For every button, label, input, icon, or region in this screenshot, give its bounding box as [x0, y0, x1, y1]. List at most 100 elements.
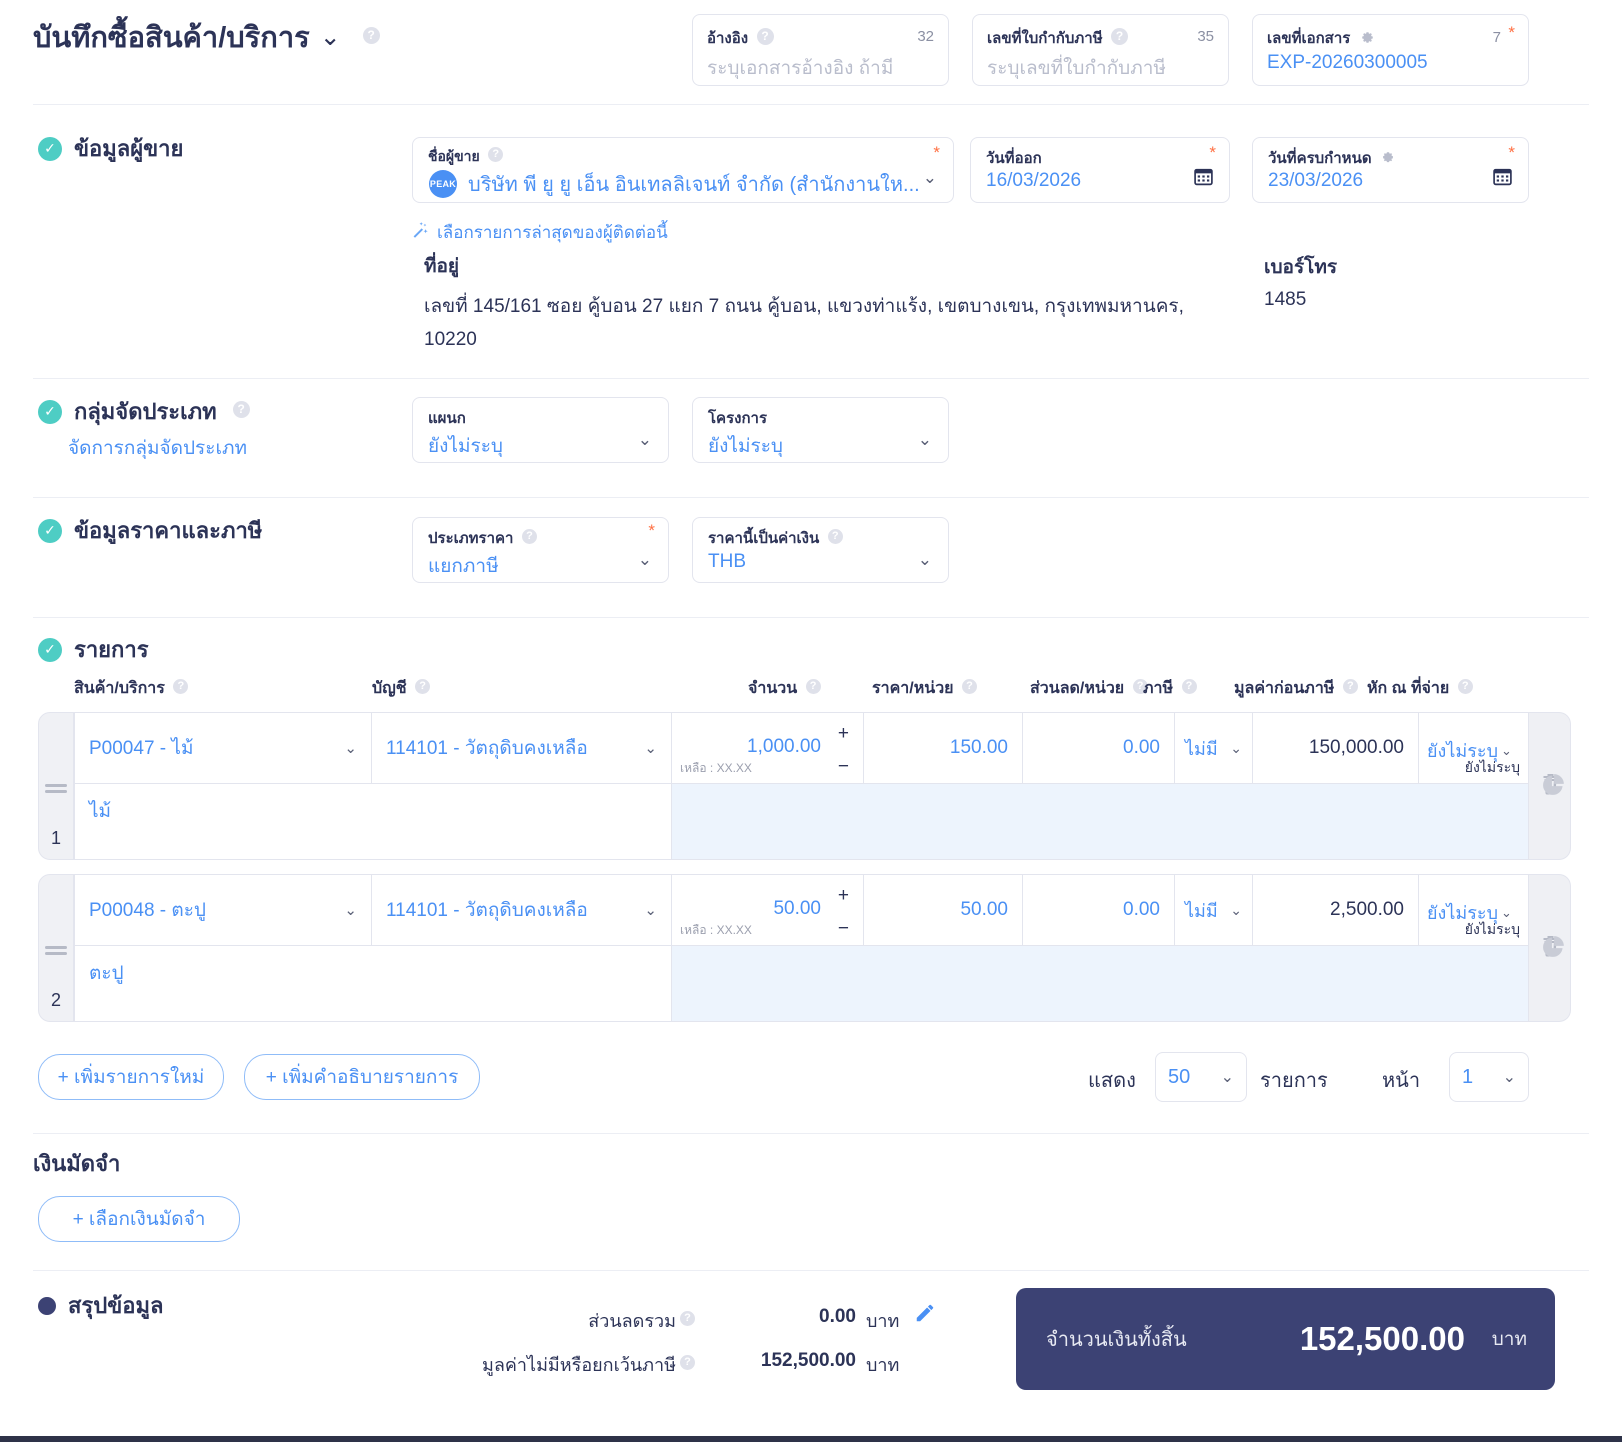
help-icon[interactable]: ? — [827, 529, 843, 545]
select-deposit-button[interactable]: + เลือกเงินมัดจำ — [38, 1196, 240, 1242]
help-icon[interactable]: ? — [362, 26, 380, 44]
grip-icon[interactable] — [45, 781, 67, 796]
chevron-down-icon[interactable]: ⌄ — [917, 430, 932, 449]
row-quantity-cell[interactable]: 50.00 + − เหลือ : XX.XX — [672, 874, 864, 946]
gear-icon[interactable] — [1381, 150, 1396, 165]
help-icon[interactable]: ? — [805, 679, 821, 695]
row-quantity-remaining: เหลือ : XX.XX — [680, 923, 752, 937]
row-quantity-value[interactable]: 50.00 — [773, 898, 821, 919]
row-description-cell[interactable]: ไม้ — [74, 784, 672, 860]
chevron-down-icon[interactable]: ⌄ — [1501, 904, 1512, 920]
pagination-items-label: รายการ — [1260, 1070, 1328, 1092]
chevron-down-icon[interactable]: ⌄ — [637, 430, 652, 449]
help-icon[interactable]: ? — [173, 679, 189, 695]
chevron-down-icon[interactable]: ⌄ — [1501, 742, 1512, 758]
issue-date-field[interactable]: วันที่ออก * 16/03/2026 — [970, 137, 1230, 203]
quantity-decrement-button[interactable]: − — [837, 756, 849, 777]
quantity-decrement-button[interactable]: − — [837, 918, 849, 939]
chevron-down-icon[interactable]: ⌄ — [637, 550, 652, 569]
row-quantity-value[interactable]: 1,000.00 — [747, 736, 821, 757]
row-product-select[interactable]: P00047 - ไม้ ⌄ — [74, 712, 372, 784]
help-icon[interactable]: ? — [680, 1355, 695, 1370]
row-quantity-cell[interactable]: 1,000.00 + − เหลือ : XX.XX — [672, 712, 864, 784]
gear-icon[interactable] — [1360, 30, 1375, 45]
add-item-button[interactable]: + เพิ่มรายการใหม่ — [38, 1054, 224, 1100]
due-date-value[interactable]: 23/03/2026 — [1268, 170, 1364, 191]
chevron-down-icon[interactable]: ⌄ — [1220, 1069, 1234, 1086]
grand-total-value: 152,500.00 — [1299, 1320, 1465, 1357]
manage-category-link[interactable]: จัดการกลุ่มจัดประเภท — [68, 438, 248, 459]
chevron-down-icon[interactable]: ⌄ — [917, 550, 932, 569]
row-withholding-select[interactable]: ยังไม่ระบุ ⌄ ยังไม่ระบุ — [1419, 874, 1529, 946]
reference-field[interactable]: อ้างอิง ? 32 ระบุเอกสารอ้างอิง ถ้ามี — [692, 14, 949, 86]
quantity-increment-button[interactable]: + — [837, 723, 849, 744]
row-tax-select[interactable]: ไม่มี ⌄ — [1175, 874, 1253, 946]
chevron-down-icon[interactable]: ⌄ — [344, 740, 357, 757]
help-icon[interactable]: ? — [962, 679, 978, 695]
help-icon[interactable]: ? — [1132, 679, 1148, 695]
row-unit-price-cell[interactable]: 50.00 — [864, 874, 1023, 946]
help-icon[interactable]: ? — [1181, 679, 1197, 695]
department-select[interactable]: แผนก ยังไม่ระบุ ⌄ — [412, 397, 669, 463]
help-icon[interactable]: ? — [521, 529, 537, 545]
document-no-field[interactable]: เลขที่เอกสาร 7 * EXP-20260300005 — [1252, 14, 1529, 86]
divider — [33, 104, 1589, 105]
phone-value: 1485 — [1264, 289, 1307, 310]
row-drag-handle[interactable]: 2 — [38, 874, 74, 1022]
chevron-down-icon[interactable]: ⌄ — [1502, 1069, 1516, 1086]
chevron-down-icon[interactable]: ⌄ — [319, 23, 341, 51]
chevron-down-icon[interactable]: ⌄ — [644, 902, 657, 919]
help-icon[interactable]: ? — [415, 679, 431, 695]
price-type-select[interactable]: ประเภทราคา ? * แยกภาษี ⌄ — [412, 517, 669, 583]
quantity-increment-button[interactable]: + — [837, 885, 849, 906]
reference-input[interactable]: ระบุเอกสารอ้างอิง ถ้ามี — [707, 58, 894, 79]
chevron-down-icon[interactable]: ⌄ — [1230, 739, 1242, 756]
tax-invoice-no-input[interactable]: ระบุเลขที่ใบกำกับภาษี — [987, 58, 1166, 79]
department-value: ยังไม่ระบุ — [428, 436, 503, 457]
row-drag-handle[interactable]: 1 — [38, 712, 74, 860]
help-icon[interactable]: ? — [680, 1311, 695, 1326]
page-size-select[interactable]: 50 ⌄ — [1155, 1052, 1247, 1102]
row-withholding-select[interactable]: ยังไม่ระบุ ⌄ ยังไม่ระบุ — [1419, 712, 1529, 784]
seller-name-select[interactable]: ชื่อผู้ขาย ? * PEAK บริษัท พี ยู ยู เอ็น… — [412, 137, 954, 203]
chevron-down-icon[interactable]: ⌄ — [344, 902, 357, 919]
chevron-down-icon[interactable]: ⌄ — [922, 168, 937, 187]
help-icon[interactable]: ? — [488, 147, 504, 163]
issue-date-label: วันที่ออก — [986, 150, 1042, 167]
pie-chart-icon[interactable] — [1540, 772, 1566, 803]
required-asterisk: * — [1508, 143, 1515, 162]
add-description-button[interactable]: + เพิ่มคำอธิบายรายการ — [244, 1054, 480, 1100]
document-no-value[interactable]: EXP-20260300005 — [1267, 52, 1428, 73]
pie-chart-icon[interactable] — [1540, 934, 1566, 965]
chevron-down-icon[interactable]: ⌄ — [1230, 901, 1242, 918]
grip-icon[interactable] — [45, 943, 67, 958]
row-discount-cell[interactable]: 0.00 — [1023, 874, 1175, 946]
row-discount-cell[interactable]: 0.00 — [1023, 712, 1175, 784]
currency-select[interactable]: ราคานี้เป็นค่าเงิน ? THB ⌄ — [692, 517, 949, 583]
project-select[interactable]: โครงการ ยังไม่ระบุ ⌄ — [692, 397, 949, 463]
help-icon[interactable]: ? — [1111, 28, 1129, 46]
recent-contact-link[interactable]: เลือกรายการล่าสุดของผู้ติดต่อนี้ — [410, 219, 668, 246]
page-number-select[interactable]: 1 ⌄ — [1449, 1052, 1529, 1102]
tax-invoice-no-label: เลขที่ใบกำกับภาษี — [987, 30, 1103, 47]
row-tax-select[interactable]: ไม่มี ⌄ — [1175, 712, 1253, 784]
row-amount-before-tax-value: 2,500.00 — [1330, 899, 1404, 920]
calendar-icon[interactable] — [1492, 166, 1513, 192]
chevron-down-icon[interactable]: ⌄ — [644, 740, 657, 757]
help-icon[interactable]: ? — [1457, 679, 1473, 695]
edit-pencil-icon[interactable] — [914, 1302, 936, 1329]
row-product-select[interactable]: P00048 - ตะปู ⌄ — [74, 874, 372, 946]
row-account-select[interactable]: 114101 - วัตถุดิบคงเหลือ ⌄ — [372, 712, 672, 784]
help-icon[interactable]: ? — [1342, 679, 1358, 695]
due-date-field[interactable]: วันที่ครบกำหนด * 23/03/2026 — [1252, 137, 1529, 203]
calendar-icon[interactable] — [1193, 166, 1214, 192]
tax-invoice-no-field[interactable]: เลขที่ใบกำกับภาษี ? 35 ระบุเลขที่ใบกำกับ… — [972, 14, 1229, 86]
page-title-group[interactable]: บันทึกซื้อสินค้า/บริการ ⌄ ? — [33, 14, 380, 60]
row-description-cell[interactable]: ตะปู — [74, 946, 672, 1022]
row-amount-before-tax-cell: 150,000.00 — [1253, 712, 1419, 784]
row-account-select[interactable]: 114101 - วัตถุดิบคงเหลือ ⌄ — [372, 874, 672, 946]
help-icon[interactable]: ? — [232, 401, 250, 418]
issue-date-value[interactable]: 16/03/2026 — [986, 170, 1082, 191]
help-icon[interactable]: ? — [756, 28, 774, 46]
row-unit-price-cell[interactable]: 150.00 — [864, 712, 1023, 784]
